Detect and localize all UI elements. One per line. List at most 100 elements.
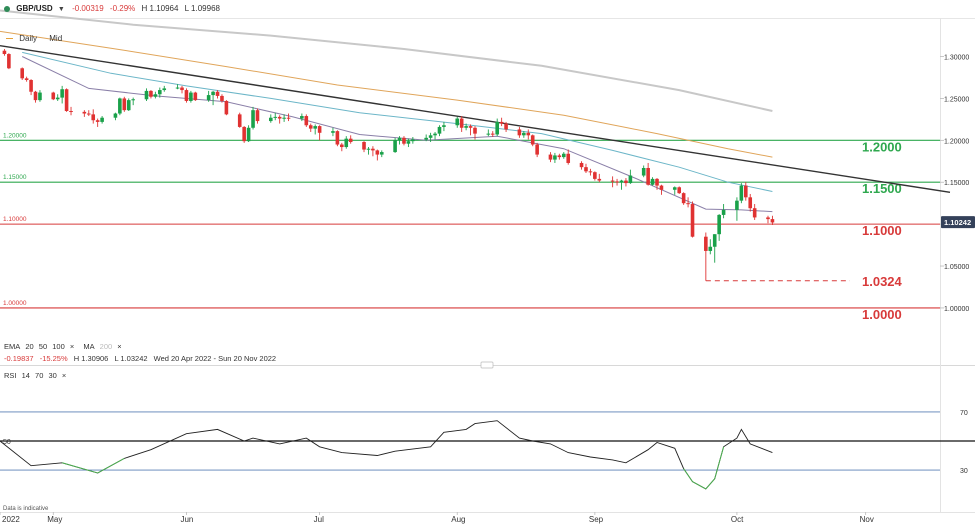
candle-body — [69, 111, 73, 113]
ma-close-icon[interactable]: × — [117, 342, 122, 351]
candle-body — [712, 234, 717, 247]
range-high: H 1.30906 — [73, 354, 109, 363]
rsi-oversold-segment — [683, 468, 693, 482]
price-axis-ticks: 1.300001.250001.200001.150001.100001.050… — [940, 55, 969, 313]
price-tick-label: 1.15000 — [944, 180, 969, 187]
candle-body — [371, 148, 375, 151]
ma-label[interactable]: MA — [83, 342, 95, 351]
data-indicative-note: Data is indicative — [3, 506, 49, 512]
candle-body — [282, 117, 286, 119]
candle-body — [628, 175, 633, 184]
rsi-oversold-segment — [97, 457, 125, 474]
candle-body — [308, 125, 313, 129]
rsi-oversold-segment — [705, 478, 716, 490]
candle-body — [2, 50, 7, 55]
ema-label[interactable]: EMA — [4, 342, 21, 351]
candle-body — [344, 138, 349, 148]
level-axis-label-1.0000: 1.00000 — [3, 300, 27, 307]
candle-body — [535, 144, 539, 155]
candle-body — [455, 118, 460, 126]
candle-body — [504, 123, 508, 130]
candle-body — [144, 90, 149, 100]
candle-body — [286, 117, 291, 119]
candle-body — [126, 100, 131, 111]
candle-body — [362, 142, 366, 150]
candle-body — [122, 98, 127, 111]
ema-period-100: 100 — [52, 342, 65, 351]
candle-body — [579, 162, 584, 168]
candle-body — [672, 187, 677, 190]
time-axis-label: 2022 — [2, 515, 20, 524]
candle-body — [459, 118, 464, 128]
time-axis-label: May — [47, 515, 63, 524]
instrument-header: GBP/USD ▼ -0.00319 -0.29% H 1.10964 L 1.… — [4, 4, 224, 13]
candle-body — [149, 90, 153, 97]
candle-body — [251, 110, 255, 128]
low-value: L 1.09968 — [184, 4, 220, 13]
pane-resize-handle[interactable] — [480, 361, 494, 369]
high-value: H 1.10964 — [141, 4, 179, 13]
candle-body — [650, 178, 655, 185]
range-dates: Wed 20 Apr 2022 - Sun 20 Nov 2022 — [153, 354, 277, 363]
price-type-button[interactable]: Mid — [49, 34, 63, 43]
candle-body — [743, 185, 748, 198]
candle-body — [273, 116, 278, 118]
chevron-down-icon[interactable]: ▼ — [57, 6, 65, 13]
time-axis-label: Nov — [859, 515, 874, 524]
level-label-1.2000: 1.2000 — [862, 139, 902, 154]
candle-body — [366, 148, 371, 150]
candle-body — [158, 90, 162, 95]
candle-body — [770, 219, 775, 223]
candle-body — [224, 100, 229, 115]
ema-close-icon[interactable]: × — [69, 342, 75, 351]
candle-body — [33, 91, 38, 101]
candle-body — [313, 126, 317, 129]
candle-body — [473, 127, 477, 134]
candle-body — [588, 171, 593, 173]
candle-body — [499, 121, 504, 124]
candle-body — [242, 126, 246, 142]
range-stats: -0.19837 -15.25% H 1.30906 L 1.03242 Wed… — [4, 354, 280, 363]
candle-body — [561, 153, 566, 158]
candle-body — [619, 180, 624, 183]
candle-body — [610, 180, 615, 182]
candle-body — [411, 139, 415, 142]
price-tick-label: 1.00000 — [944, 306, 969, 313]
candle-body — [91, 114, 96, 121]
time-axis-label: Aug — [451, 515, 466, 524]
candle-body — [442, 125, 446, 127]
candle-body — [277, 116, 282, 119]
rsi-label[interactable]: RSI — [4, 371, 17, 380]
candle-body — [406, 141, 411, 144]
candle-body — [659, 185, 664, 190]
price-tick-label: 1.25000 — [944, 96, 969, 103]
candle-body — [433, 133, 437, 136]
rsi-tick-50: 50 — [3, 439, 11, 446]
candle-body — [490, 133, 495, 135]
market-open-dot — [4, 5, 10, 12]
symbol-label[interactable]: GBP/USD — [16, 4, 53, 13]
rsi-line — [0, 420, 773, 490]
candle-body — [86, 113, 91, 115]
candle-body — [593, 172, 597, 179]
candle-body — [100, 117, 104, 122]
rsi-period: 14 — [21, 371, 30, 380]
candle-body — [162, 88, 167, 91]
candle-body — [393, 140, 397, 153]
toolbar: Daily Mid — [6, 34, 72, 43]
candle-body — [397, 137, 402, 141]
candle-body — [268, 117, 273, 122]
timeframe-button[interactable]: Daily — [19, 34, 38, 43]
candle-body — [153, 94, 158, 97]
rsi-close-icon[interactable]: × — [61, 371, 67, 380]
candle-body — [548, 154, 553, 160]
price-tick-label: 1.30000 — [944, 55, 969, 62]
candle-body — [655, 178, 659, 186]
candle-body — [704, 236, 708, 251]
candle-body — [766, 217, 770, 220]
candle-body — [424, 137, 428, 140]
candle-body — [375, 150, 380, 155]
change-pct-value: -0.29% — [109, 4, 136, 13]
candle-body — [717, 214, 721, 235]
